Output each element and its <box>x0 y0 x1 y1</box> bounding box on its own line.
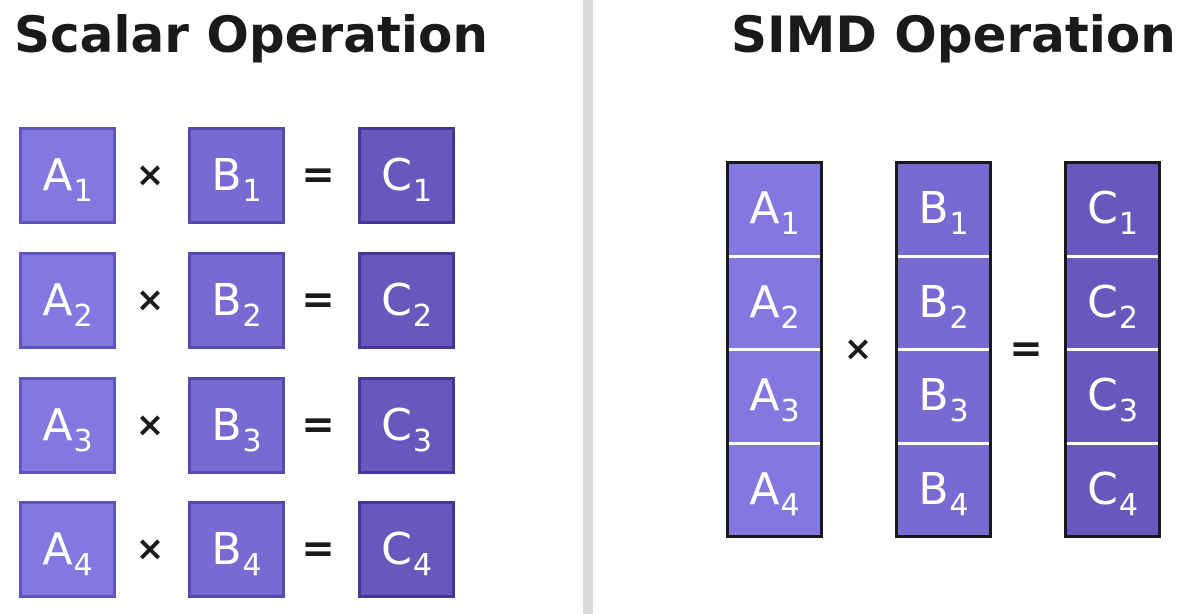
b-letter: B <box>211 149 242 201</box>
b-letter: B <box>211 274 242 326</box>
a-letter: A <box>749 463 780 515</box>
c-subscript: 3 <box>1118 394 1138 430</box>
a-subscript: 2 <box>780 300 800 336</box>
a-letter: A <box>749 370 780 422</box>
c-subscript: 4 <box>412 547 432 583</box>
equals-sign: = <box>301 277 335 323</box>
b-letter: B <box>918 183 949 235</box>
multiply-sign: × <box>843 329 873 369</box>
multiply-sign: × <box>135 405 165 445</box>
panel-divider <box>583 0 593 614</box>
a-subscript: 2 <box>73 298 93 334</box>
c-letter: C <box>381 149 412 201</box>
c-letter: C <box>1087 463 1118 515</box>
equals-sign: = <box>301 152 335 198</box>
multiply-sign: × <box>135 155 165 195</box>
a-subscript: 4 <box>73 547 93 583</box>
scalar-operation-title: Scalar Operation <box>14 6 488 64</box>
c-subscript: 2 <box>1118 300 1138 336</box>
b-letter: B <box>918 463 949 515</box>
b-subscript: 1 <box>949 207 969 243</box>
a-letter: A <box>749 276 780 328</box>
b-subscript: 3 <box>242 423 262 459</box>
b-letter: B <box>211 523 242 575</box>
c-letter: C <box>381 523 412 575</box>
a-letter: A <box>42 274 73 326</box>
b-subscript: 3 <box>949 394 969 430</box>
b-subscript: 2 <box>242 298 262 334</box>
a-subscript: 4 <box>780 487 800 523</box>
c-letter: C <box>1087 276 1118 328</box>
a-subscript: 1 <box>780 207 800 243</box>
a-subscript: 3 <box>780 394 800 430</box>
c-letter: C <box>381 274 412 326</box>
c-letter: C <box>1087 370 1118 422</box>
c-subscript: 3 <box>412 423 432 459</box>
multiply-sign: × <box>135 280 165 320</box>
simd-operation-title: SIMD Operation <box>731 6 1176 64</box>
b-subscript: 4 <box>242 547 262 583</box>
equals-sign: = <box>301 402 335 448</box>
b-letter: B <box>918 370 949 422</box>
multiply-sign: × <box>135 529 165 569</box>
equals-sign: = <box>301 526 335 572</box>
a-letter: A <box>42 523 73 575</box>
a-letter: A <box>42 399 73 451</box>
c-letter: C <box>1087 183 1118 235</box>
a-letter: A <box>749 183 780 235</box>
b-subscript: 2 <box>949 300 969 336</box>
b-letter: B <box>211 399 242 451</box>
b-letter: B <box>918 276 949 328</box>
a-letter: A <box>42 149 73 201</box>
equals-sign: = <box>1009 326 1043 372</box>
b-subscript: 4 <box>949 487 969 523</box>
c-letter: C <box>381 399 412 451</box>
c-subscript: 4 <box>1118 487 1138 523</box>
c-subscript: 1 <box>1118 207 1138 243</box>
c-subscript: 2 <box>412 298 432 334</box>
b-subscript: 1 <box>242 173 262 209</box>
a-subscript: 3 <box>73 423 93 459</box>
c-subscript: 1 <box>412 173 432 209</box>
a-subscript: 1 <box>73 173 93 209</box>
